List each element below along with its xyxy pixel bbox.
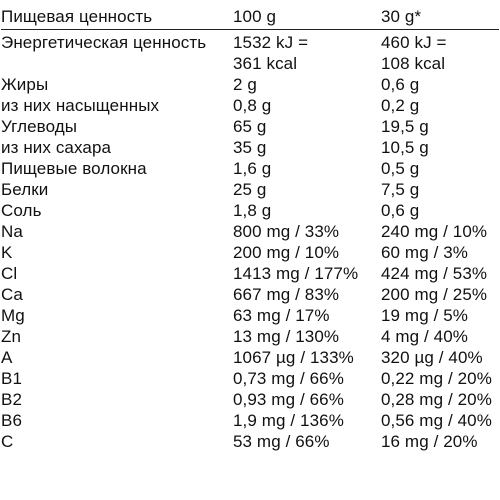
nutrient-label: Соль <box>1 201 42 220</box>
nutrient-label: B6 <box>1 411 22 430</box>
nutrient-value-30g: 7,5 g <box>381 180 420 199</box>
nutrient-value-30g: 0,56 mg / 40% <box>381 411 492 430</box>
header-col-100g: 100 g <box>233 7 277 26</box>
nutrient-value-100g: 800 mg / 33% <box>233 222 340 241</box>
nutrient-value-100g: 35 g <box>233 138 267 157</box>
nutrient-label: A <box>1 348 13 367</box>
nutrient-label: B2 <box>1 390 22 409</box>
nutrient-label: из них насыщенных <box>1 96 160 115</box>
nutrient-label: B1 <box>1 369 22 388</box>
nutrient-row: C 53 mg / 66% 16 mg / 20% <box>1 431 499 452</box>
nutrient-value-100g: 0,73 mg / 66% <box>233 369 344 388</box>
table-header-row: Пищевая ценность 100 g 30 g* <box>1 6 499 29</box>
nutrient-value-30g: 10,5 g <box>381 138 429 157</box>
nutrient-row: B2 0,93 mg / 66% 0,28 mg / 20% <box>1 389 499 410</box>
nutrient-value-100g: 53 mg / 66% <box>233 432 330 451</box>
nutrient-row: Zn 13 mg / 130% 4 mg / 40% <box>1 326 499 347</box>
nutrient-value-30g: 60 mg / 3% <box>381 243 468 262</box>
nutrient-value-30g: 0,22 mg / 20% <box>381 369 492 388</box>
nutrient-label: Zn <box>1 327 22 346</box>
nutrient-label: из них сахара <box>1 138 112 157</box>
nutrient-row: Mg 63 mg / 17% 19 mg / 5% <box>1 305 499 326</box>
nutrient-row: Углеводы 65 g 19,5 g <box>1 116 499 137</box>
nutrient-value-30g: 320 µg / 40% <box>381 348 483 367</box>
nutrient-value-30g: 16 mg / 20% <box>381 432 478 451</box>
nutrient-value-30g: 19,5 g <box>381 117 429 136</box>
nutrient-value-30g: 19 mg / 5% <box>381 306 468 325</box>
nutrient-value-100g: 0,93 mg / 66% <box>233 390 344 409</box>
nutrient-value-100g: 1,6 g <box>233 159 272 178</box>
nutrient-value-100g: 1067 µg / 133% <box>233 348 354 367</box>
nutrient-row: Ca 667 mg / 83% 200 mg / 25% <box>1 284 499 305</box>
energy-label: Энергетическая ценность <box>1 33 207 52</box>
nutrient-row: B1 0,73 mg / 66% 0,22 mg / 20% <box>1 368 499 389</box>
nutrient-row: из них насыщенных 0,8 g 0,2 g <box>1 95 499 116</box>
nutrient-value-30g: 424 mg / 53% <box>381 264 488 283</box>
nutrient-value-100g: 2 g <box>233 75 257 94</box>
nutrient-value-100g: 1413 mg / 177% <box>233 264 359 283</box>
nutrient-value-100g: 1,9 mg / 136% <box>233 411 344 430</box>
header-col-30g: 30 g* <box>381 7 422 26</box>
nutrient-value-100g: 25 g <box>233 180 267 199</box>
nutrient-label: Жиры <box>1 75 49 94</box>
nutrient-value-100g: 13 mg / 130% <box>233 327 340 346</box>
nutrient-label: Na <box>1 222 23 241</box>
nutrient-label: Cl <box>1 264 18 283</box>
nutrient-row: из них сахара 35 g 10,5 g <box>1 137 499 158</box>
nutrient-value-100g: 1,8 g <box>233 201 272 220</box>
nutrient-row: Na 800 mg / 33% 240 mg / 10% <box>1 221 499 242</box>
nutrient-value-30g: 4 mg / 40% <box>381 327 468 346</box>
nutrient-row: K 200 mg / 10% 60 mg / 3% <box>1 242 499 263</box>
nutrient-value-100g: 65 g <box>233 117 267 136</box>
nutrient-value-100g: 0,8 g <box>233 96 272 115</box>
nutrient-row: Cl 1413 mg / 177% 424 mg / 53% <box>1 263 499 284</box>
nutrient-value-30g: 0,6 g <box>381 201 420 220</box>
nutrient-row: Соль 1,8 g 0,6 g <box>1 200 499 221</box>
nutrition-table: Пищевая ценность 100 g 30 g* Энергетичес… <box>1 6 499 452</box>
nutrient-value-30g: 240 mg / 10% <box>381 222 488 241</box>
nutrient-value-100g: 667 mg / 83% <box>233 285 340 304</box>
nutrient-row: B6 1,9 mg / 136% 0,56 mg / 40% <box>1 410 499 431</box>
nutrient-label: Углеводы <box>1 117 78 136</box>
nutrient-label: C <box>1 432 14 451</box>
nutrient-row: A 1067 µg / 133% 320 µg / 40% <box>1 347 499 368</box>
nutrient-label: Ca <box>1 285 23 304</box>
nutrient-value-30g: 0,6 g <box>381 75 420 94</box>
nutrient-value-30g: 0,2 g <box>381 96 420 115</box>
nutrient-value-100g: 200 mg / 10% <box>233 243 340 262</box>
nutrient-label: Mg <box>1 306 25 325</box>
nutrient-value-30g: 200 mg / 25% <box>381 285 488 304</box>
energy-row: Энергетическая ценность 1532 kJ = 361 kc… <box>1 29 499 74</box>
nutrient-label: K <box>1 243 13 262</box>
nutrient-label: Белки <box>1 180 49 199</box>
energy-kcal-100g: 361 kcal <box>233 54 298 73</box>
energy-kcal-30g: 108 kcal <box>381 54 446 73</box>
header-label: Пищевая ценность <box>1 7 153 26</box>
nutrient-value-30g: 0,28 mg / 20% <box>381 390 492 409</box>
energy-value-30g: 460 kJ = 108 kcal <box>381 30 499 74</box>
nutrient-row: Пищевые волокна 1,6 g 0,5 g <box>1 158 499 179</box>
energy-kj-30g: 460 kJ = <box>381 33 447 52</box>
energy-kj-100g: 1532 kJ = <box>233 33 309 52</box>
nutrient-value-30g: 0,5 g <box>381 159 420 178</box>
nutrient-row: Белки 25 g 7,5 g <box>1 179 499 200</box>
nutrient-label: Пищевые волокна <box>1 159 147 178</box>
nutrient-row: Жиры 2 g 0,6 g <box>1 74 499 95</box>
energy-value-100g: 1532 kJ = 361 kcal <box>233 30 381 74</box>
nutrient-value-100g: 63 mg / 17% <box>233 306 330 325</box>
